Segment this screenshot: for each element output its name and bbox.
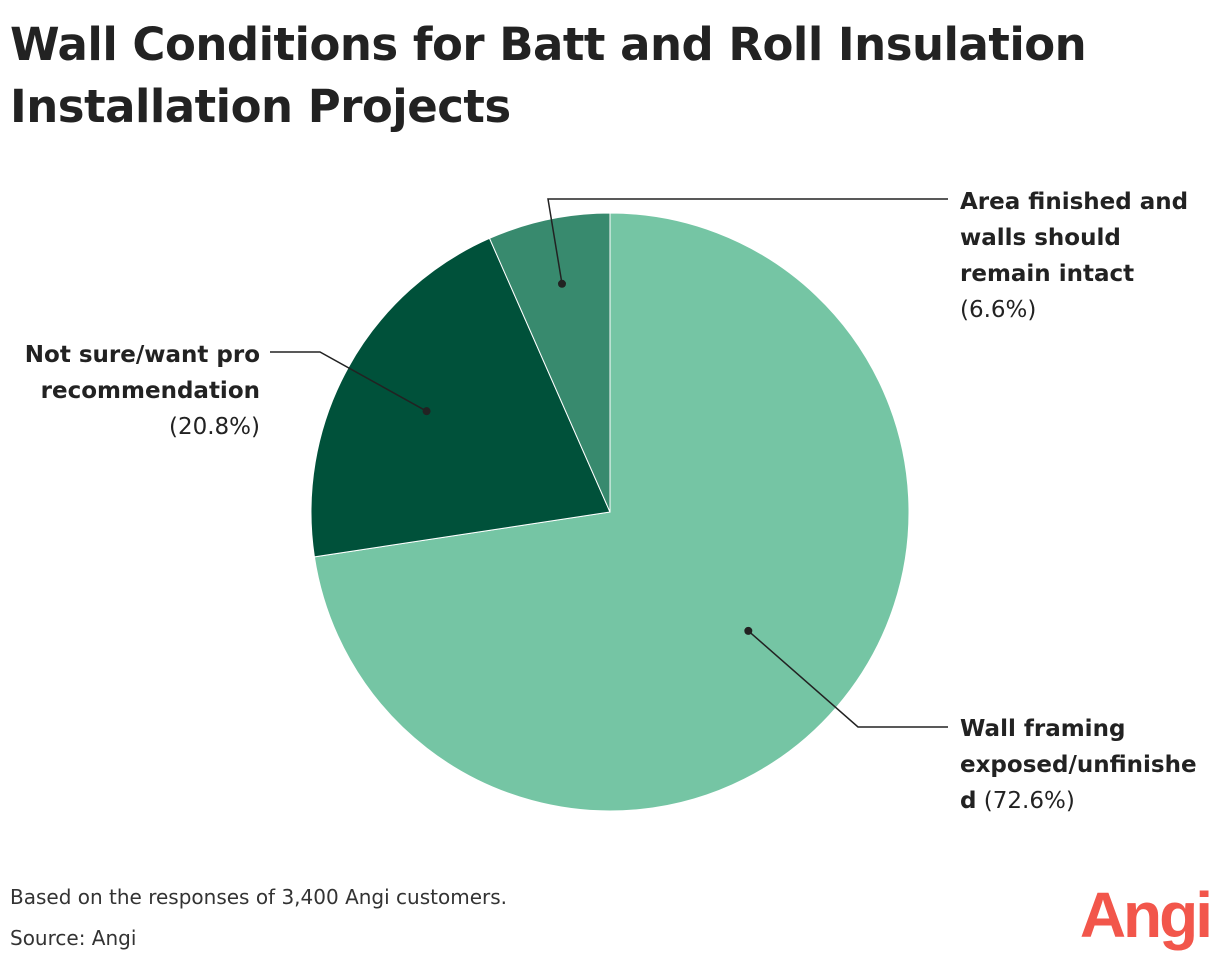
pie-slice-3 — [488, 212, 611, 513]
slice-label-1-line-2: exposed/unfinishe — [960, 752, 1197, 778]
footnote: Based on the responses of 3,400 Angi cus… — [10, 885, 507, 909]
leader-dot-2 — [422, 407, 431, 416]
slice-label-2-line-1: Not sure/want pro — [25, 342, 260, 368]
slice-label-3-line-2: walls should — [960, 225, 1121, 251]
source-note: Source: Angi — [10, 926, 137, 950]
slice-value-label-3: (6.6%) — [960, 297, 1036, 323]
slice-value-label-2: (20.8%) — [169, 414, 260, 440]
slice-label-3-line-3: remain intact — [960, 261, 1134, 287]
leader-line-1 — [747, 630, 948, 728]
leader-line-3 — [547, 198, 948, 284]
slice-labels: Wall framing exposed/unfinishe d (72.6%) No… — [25, 189, 1197, 814]
leader-lines — [270, 198, 948, 728]
leader-dot-1 — [744, 626, 753, 635]
chart-title: Wall Conditions for Batt and Roll Insula… — [10, 18, 1087, 133]
leader-dot-3 — [557, 279, 566, 288]
slice-label-1-line-3: d (72.6%) — [960, 788, 1075, 814]
leader-line-2 — [270, 351, 427, 412]
pie-slice-1 — [313, 212, 910, 812]
angi-logo: Angi — [1079, 879, 1213, 951]
slice-label-2-line-2: recommendation — [41, 378, 260, 404]
pie-slices — [310, 212, 910, 812]
slice-label-3-line-1: Area finished and — [960, 189, 1188, 215]
slice-label-1-line-1: Wall framing — [960, 716, 1125, 742]
